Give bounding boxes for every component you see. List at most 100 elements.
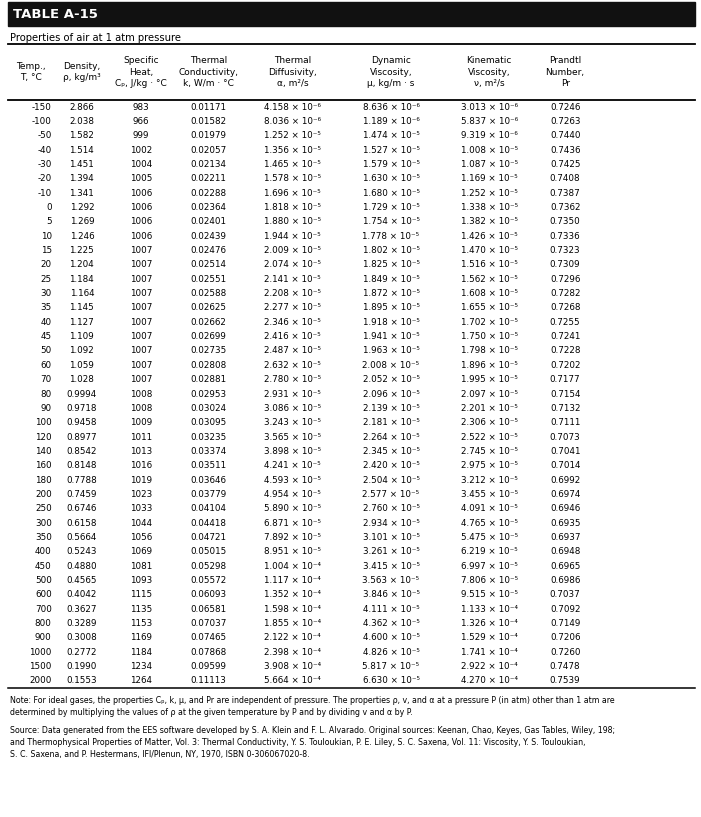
Text: 1.778 × 10⁻⁵: 1.778 × 10⁻⁵ bbox=[362, 232, 420, 241]
Text: 0.6965: 0.6965 bbox=[550, 561, 580, 570]
Text: 1.516 × 10⁻⁵: 1.516 × 10⁻⁵ bbox=[461, 261, 517, 270]
Text: 5: 5 bbox=[46, 217, 52, 226]
Text: 0: 0 bbox=[46, 203, 52, 212]
Text: 0.02699: 0.02699 bbox=[191, 333, 226, 342]
Text: 1056: 1056 bbox=[130, 533, 152, 542]
Text: 1033: 1033 bbox=[130, 504, 152, 513]
Text: 2.201 × 10⁻⁵: 2.201 × 10⁻⁵ bbox=[461, 404, 517, 413]
Text: 0.7268: 0.7268 bbox=[550, 303, 580, 312]
Text: 1.872 × 10⁻⁵: 1.872 × 10⁻⁵ bbox=[362, 289, 419, 298]
Text: 0.7263: 0.7263 bbox=[550, 117, 580, 126]
Text: 0.7202: 0.7202 bbox=[550, 361, 580, 370]
Text: 2.745 × 10⁻⁵: 2.745 × 10⁻⁵ bbox=[461, 447, 518, 456]
Text: 1234: 1234 bbox=[130, 662, 152, 671]
Text: 0.02514: 0.02514 bbox=[190, 261, 226, 270]
Text: 1.995 × 10⁻⁵: 1.995 × 10⁻⁵ bbox=[461, 375, 517, 384]
Text: 0.7014: 0.7014 bbox=[550, 462, 580, 471]
Text: 450: 450 bbox=[35, 561, 52, 570]
Text: 0.7478: 0.7478 bbox=[550, 662, 580, 671]
Text: 2.306 × 10⁻⁵: 2.306 × 10⁻⁵ bbox=[461, 418, 518, 427]
Text: 1.269: 1.269 bbox=[69, 217, 94, 226]
Text: 0.4880: 0.4880 bbox=[67, 561, 97, 570]
Text: 8.036 × 10⁻⁶: 8.036 × 10⁻⁶ bbox=[264, 117, 321, 126]
Text: 0.4042: 0.4042 bbox=[67, 590, 97, 600]
Text: 35: 35 bbox=[41, 303, 52, 312]
Text: 1.474 × 10⁻⁵: 1.474 × 10⁻⁵ bbox=[362, 132, 419, 141]
Text: 0.01171: 0.01171 bbox=[190, 103, 226, 112]
Text: 0.7073: 0.7073 bbox=[550, 432, 580, 441]
Text: 0.7362: 0.7362 bbox=[550, 203, 580, 212]
Text: 0.7228: 0.7228 bbox=[550, 346, 580, 355]
Text: 1.109: 1.109 bbox=[69, 333, 94, 342]
Text: 1.696 × 10⁻⁵: 1.696 × 10⁻⁵ bbox=[264, 189, 321, 198]
Text: 1008: 1008 bbox=[130, 404, 152, 413]
Text: 0.01582: 0.01582 bbox=[190, 117, 226, 126]
Text: 1.169 × 10⁻⁵: 1.169 × 10⁻⁵ bbox=[461, 174, 517, 183]
Text: 1184: 1184 bbox=[130, 648, 152, 657]
Text: 0.7459: 0.7459 bbox=[67, 490, 97, 499]
Text: 2.760 × 10⁻⁵: 2.760 × 10⁻⁵ bbox=[362, 504, 419, 513]
Text: 1.246: 1.246 bbox=[69, 232, 94, 241]
Text: 1.802 × 10⁻⁵: 1.802 × 10⁻⁵ bbox=[362, 246, 419, 255]
Text: 0.02476: 0.02476 bbox=[190, 246, 226, 255]
Text: 1.944 × 10⁻⁵: 1.944 × 10⁻⁵ bbox=[264, 232, 321, 241]
Text: 1.341: 1.341 bbox=[69, 189, 94, 198]
Text: 0.7436: 0.7436 bbox=[550, 145, 580, 154]
Text: 0.6935: 0.6935 bbox=[550, 519, 580, 528]
Text: 0.7350: 0.7350 bbox=[550, 217, 580, 226]
Text: 2.277 × 10⁻⁵: 2.277 × 10⁻⁵ bbox=[264, 303, 321, 312]
Text: -30: -30 bbox=[37, 160, 52, 169]
Text: 3.563 × 10⁻⁵: 3.563 × 10⁻⁵ bbox=[362, 576, 420, 585]
Text: 6.219 × 10⁻⁵: 6.219 × 10⁻⁵ bbox=[461, 547, 517, 556]
Text: 0.01979: 0.01979 bbox=[190, 132, 226, 141]
Text: 1.578 × 10⁻⁵: 1.578 × 10⁻⁵ bbox=[264, 174, 321, 183]
Text: 1.352 × 10⁻⁴: 1.352 × 10⁻⁴ bbox=[264, 590, 321, 600]
Text: 1.741 × 10⁻⁴: 1.741 × 10⁻⁴ bbox=[461, 648, 517, 657]
Text: 983: 983 bbox=[132, 103, 149, 112]
Text: 70: 70 bbox=[41, 375, 52, 384]
Text: 1007: 1007 bbox=[130, 318, 152, 327]
Text: 4.765 × 10⁻⁵: 4.765 × 10⁻⁵ bbox=[461, 519, 518, 528]
Text: 3.086 × 10⁻⁵: 3.086 × 10⁻⁵ bbox=[264, 404, 321, 413]
Text: 1.133 × 10⁻⁴: 1.133 × 10⁻⁴ bbox=[461, 605, 518, 614]
Text: 3.101 × 10⁻⁵: 3.101 × 10⁻⁵ bbox=[362, 533, 419, 542]
Text: 0.02288: 0.02288 bbox=[190, 189, 226, 198]
Text: 0.7037: 0.7037 bbox=[550, 590, 580, 600]
Text: 4.091 × 10⁻⁵: 4.091 × 10⁻⁵ bbox=[461, 504, 517, 513]
Text: 1.164: 1.164 bbox=[69, 289, 94, 298]
Text: 0.02735: 0.02735 bbox=[190, 346, 226, 355]
Text: 1264: 1264 bbox=[130, 676, 152, 685]
Text: 90: 90 bbox=[41, 404, 52, 413]
Text: 2000: 2000 bbox=[29, 676, 52, 685]
Bar bbox=[8, 2, 695, 26]
Text: 1.470 × 10⁻⁵: 1.470 × 10⁻⁵ bbox=[461, 246, 518, 255]
Text: 0.02662: 0.02662 bbox=[191, 318, 226, 327]
Text: 1.582: 1.582 bbox=[69, 132, 95, 141]
Text: 1011: 1011 bbox=[130, 432, 152, 441]
Text: 0.02625: 0.02625 bbox=[190, 303, 226, 312]
Text: 1115: 1115 bbox=[130, 590, 152, 600]
Text: -150: -150 bbox=[32, 103, 52, 112]
Text: 700: 700 bbox=[35, 605, 52, 614]
Text: 1.087 × 10⁻⁵: 1.087 × 10⁻⁵ bbox=[461, 160, 518, 169]
Text: 0.5243: 0.5243 bbox=[67, 547, 97, 556]
Text: 0.03374: 0.03374 bbox=[190, 447, 226, 456]
Text: 1016: 1016 bbox=[130, 462, 152, 471]
Text: 0.6937: 0.6937 bbox=[550, 533, 580, 542]
Text: 5.817 × 10⁻⁵: 5.817 × 10⁻⁵ bbox=[362, 662, 420, 671]
Text: 4.362 × 10⁻⁵: 4.362 × 10⁻⁵ bbox=[362, 619, 419, 628]
Text: 2.487 × 10⁻⁵: 2.487 × 10⁻⁵ bbox=[264, 346, 321, 355]
Text: 2.074 × 10⁻⁵: 2.074 × 10⁻⁵ bbox=[264, 261, 321, 270]
Text: 10: 10 bbox=[41, 232, 52, 241]
Text: Specific
Heat,
Cₚ, J/kg · °C: Specific Heat, Cₚ, J/kg · °C bbox=[115, 56, 167, 87]
Text: Kinematic
Viscosity,
ν, m²/s: Kinematic Viscosity, ν, m²/s bbox=[467, 56, 512, 87]
Text: 0.6946: 0.6946 bbox=[550, 504, 580, 513]
Text: 2.577 × 10⁻⁵: 2.577 × 10⁻⁵ bbox=[362, 490, 420, 499]
Text: 1.008 × 10⁻⁵: 1.008 × 10⁻⁵ bbox=[461, 145, 518, 154]
Text: 0.07868: 0.07868 bbox=[190, 648, 226, 657]
Text: 0.7041: 0.7041 bbox=[550, 447, 580, 456]
Text: 1007: 1007 bbox=[130, 261, 152, 270]
Text: 4.111 × 10⁻⁵: 4.111 × 10⁻⁵ bbox=[362, 605, 419, 614]
Text: 500: 500 bbox=[35, 576, 52, 585]
Text: 0.7408: 0.7408 bbox=[550, 174, 580, 183]
